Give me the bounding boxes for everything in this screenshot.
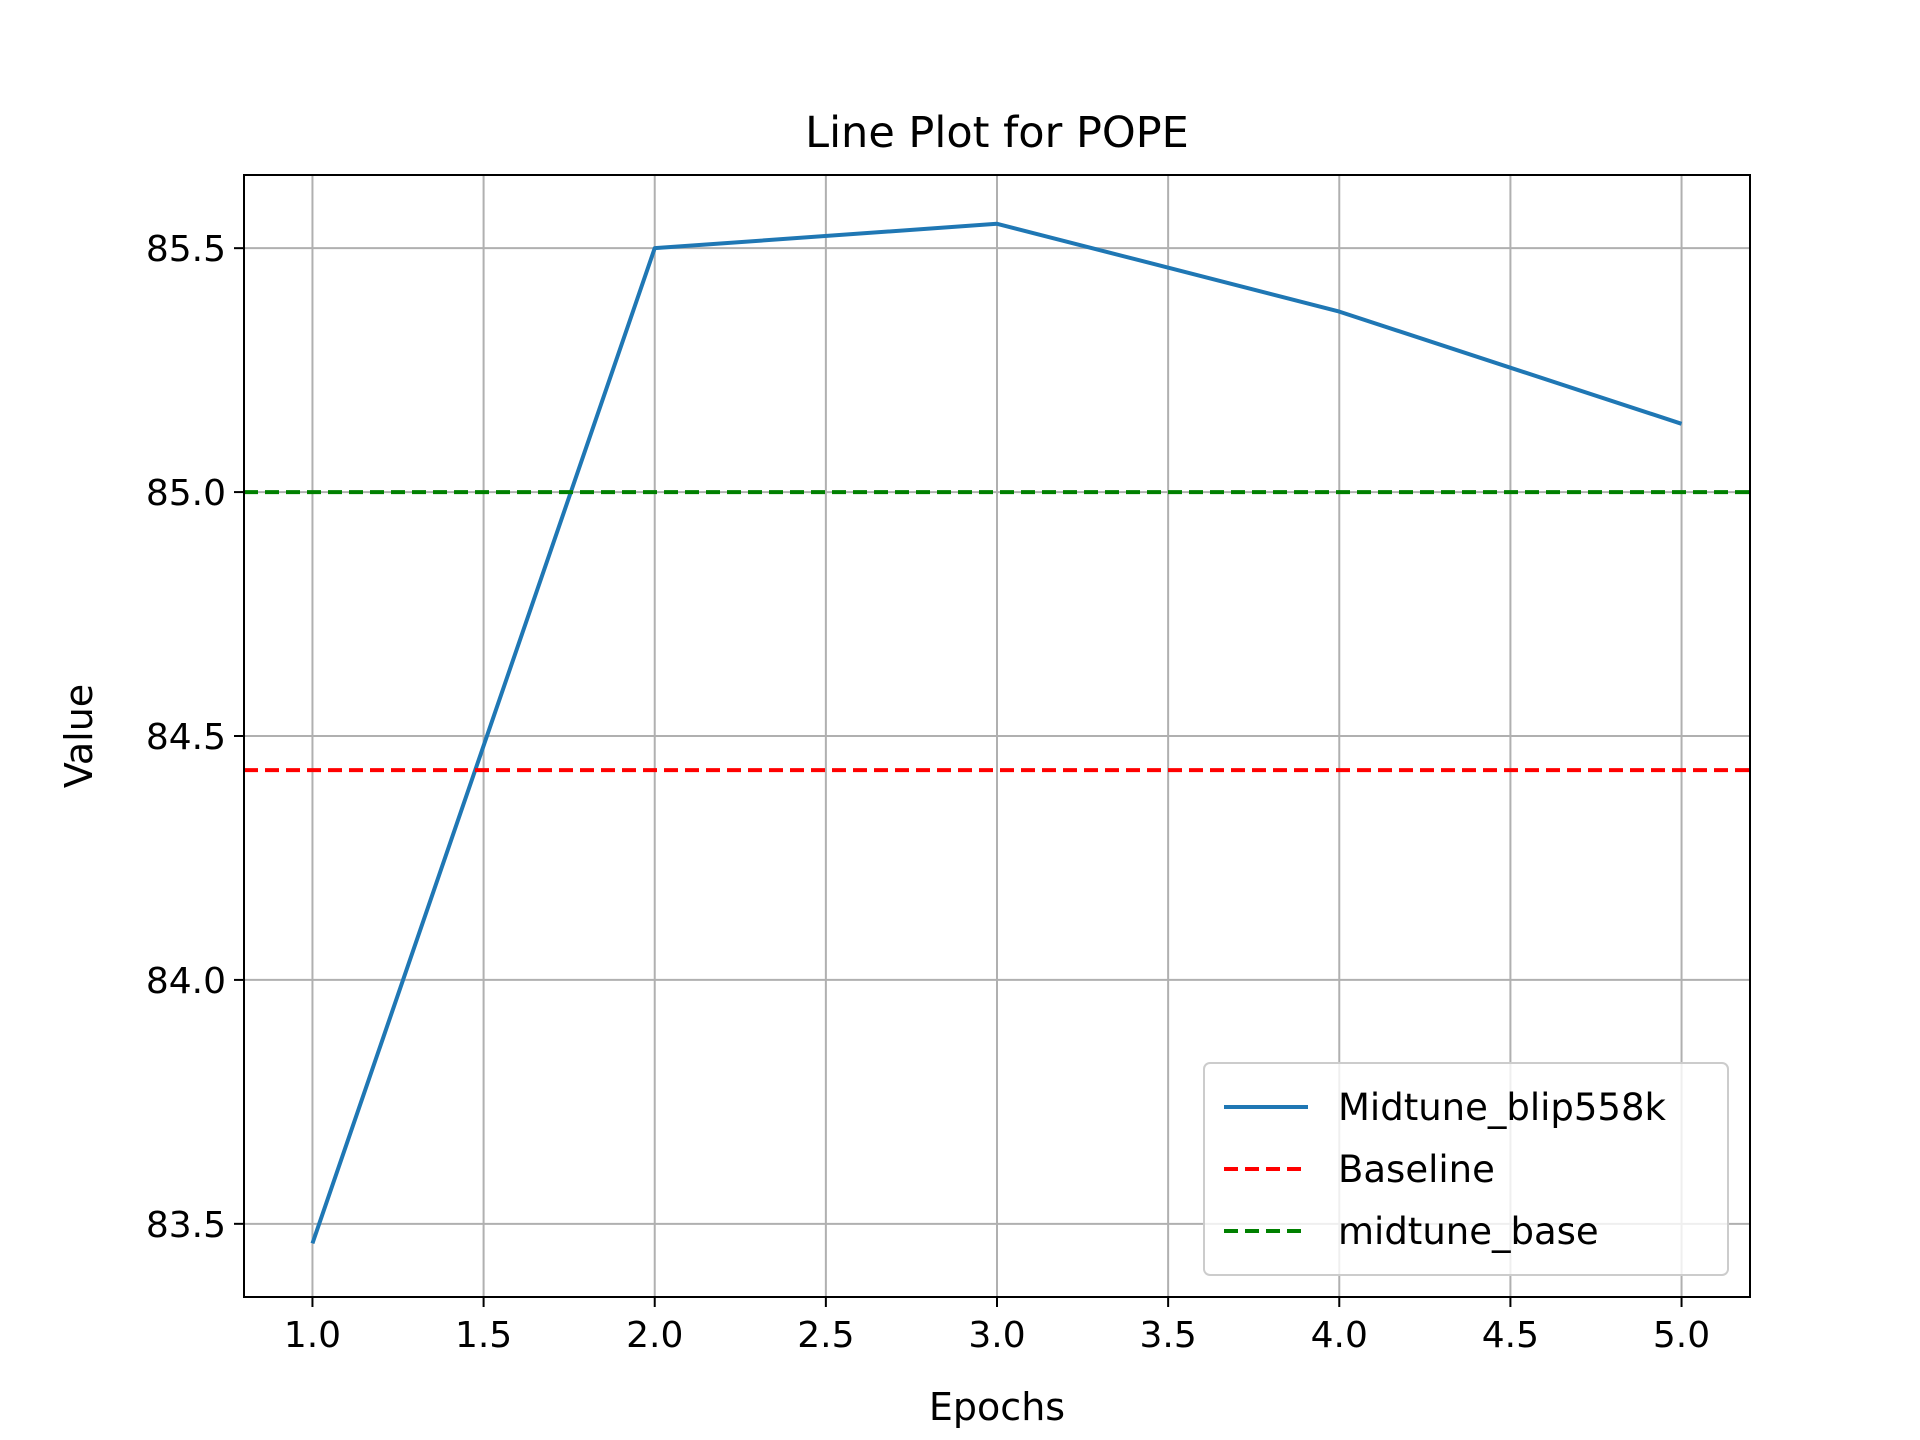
series-midtune-blip558k-line xyxy=(310,221,1683,1244)
x-axis-label: Epochs xyxy=(929,1385,1065,1429)
x-tick-label: 3.5 xyxy=(1140,1315,1197,1356)
y-tick-label: 84.0 xyxy=(146,961,226,1002)
legend-label: Midtune_blip558k xyxy=(1338,1086,1667,1129)
x-tick-label: 2.5 xyxy=(797,1315,854,1356)
legend: Midtune_blip558k Baseline midtune_base xyxy=(1203,1062,1729,1276)
x-tick-label: 5.0 xyxy=(1653,1315,1710,1356)
y-tick-label: 85.0 xyxy=(146,473,226,514)
y-tick-label: 83.5 xyxy=(146,1205,226,1246)
y-tick-label: 85.5 xyxy=(146,229,226,270)
legend-label: midtune_base xyxy=(1338,1210,1599,1253)
legend-label: Baseline xyxy=(1338,1148,1495,1191)
chart-title: Line Plot for POPE xyxy=(805,108,1189,158)
y-tick-label: 84.5 xyxy=(146,717,226,758)
x-tick-label: 3.0 xyxy=(968,1315,1025,1356)
x-tick-label: 4.0 xyxy=(1311,1315,1368,1356)
x-tick-label: 1.0 xyxy=(284,1315,341,1356)
x-tick-label: 2.0 xyxy=(626,1315,683,1356)
y-axis-label: Value xyxy=(57,684,101,788)
x-tick-label: 4.5 xyxy=(1482,1315,1539,1356)
x-tick-label: 1.5 xyxy=(455,1315,512,1356)
legend-box xyxy=(1203,1062,1729,1276)
